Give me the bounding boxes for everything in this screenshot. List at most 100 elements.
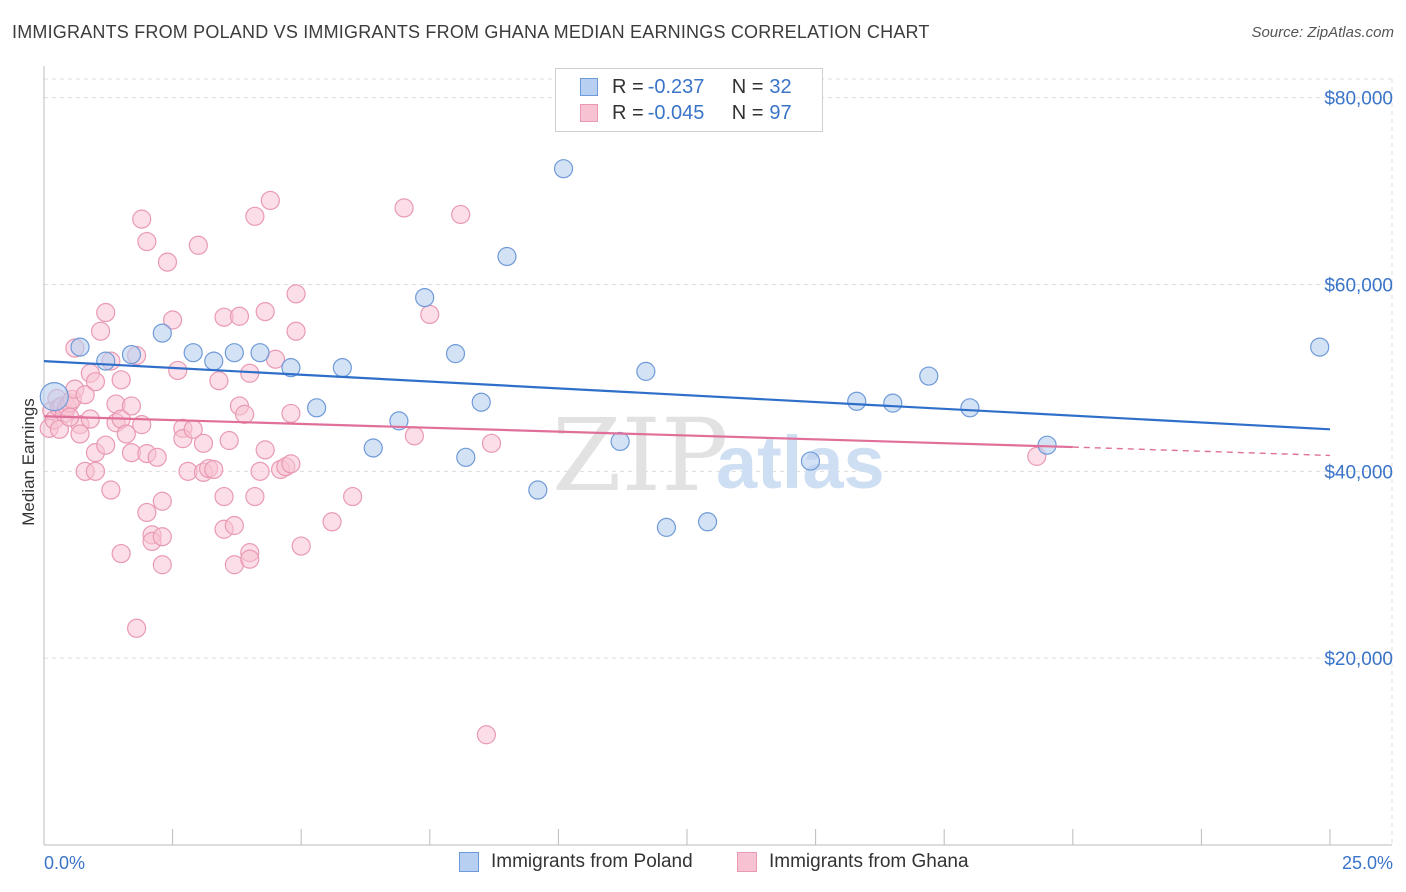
bottom-poland-label: Immigrants from Poland (491, 851, 693, 872)
poland-point (960, 398, 980, 418)
poland-point (1310, 337, 1330, 357)
ghana-point (137, 502, 157, 523)
poland-point (697, 512, 718, 532)
ghana-point (255, 302, 275, 322)
axis-labels: $20,000 $40,000 $60,000 $80,000 0.0% 25.0% Med… (19, 89, 1393, 873)
ghana-point (85, 372, 106, 392)
y-axis-title: Median Earnings (19, 398, 38, 526)
ghana-point (70, 424, 90, 444)
ghana-point (281, 454, 301, 474)
ghana-point (245, 486, 265, 507)
ghana-point (101, 480, 121, 500)
ghana-n-value: 97 (769, 101, 792, 124)
poland-r-label: R = (612, 75, 644, 98)
poland-point (883, 393, 903, 413)
ghana-point (420, 304, 440, 325)
poland-n-value: 32 (769, 75, 792, 98)
ghana-point (111, 370, 131, 390)
ghana-point (394, 198, 414, 218)
y-tick-label: $60,000 (1324, 276, 1393, 297)
poland-point (445, 344, 466, 364)
poland-points (39, 159, 1330, 537)
y-tick-label: $40,000 (1324, 462, 1393, 483)
poland-n-label: N = (731, 75, 764, 98)
ghana-trend-extension (1072, 446, 1331, 457)
poland-point (528, 480, 548, 500)
poland-point (636, 361, 656, 381)
poland-point (847, 391, 867, 411)
ghana-point (152, 527, 172, 547)
ghana-point (193, 433, 214, 453)
poland-point (456, 447, 476, 467)
correlation-legend: R = -0.237 N = 32 R = -0.045 N = 97 (555, 68, 823, 132)
poland-point (183, 343, 203, 363)
bottom-poland-swatch (459, 852, 479, 872)
ghana-point (111, 543, 131, 564)
ghana-points (39, 190, 1047, 745)
bottom-ghana-label: Immigrants from Ghana (769, 851, 969, 872)
ghana-point (209, 371, 229, 391)
poland-trend-line (43, 360, 1331, 431)
poland-point (415, 287, 435, 308)
ghana-point (188, 235, 208, 255)
watermark-zip: ZIP (552, 397, 728, 514)
ghana-point (219, 430, 239, 451)
ghana-point (245, 206, 265, 226)
ghana-point (286, 284, 306, 304)
ghana-point (152, 491, 172, 511)
poland-point (553, 159, 574, 179)
ghana-point (255, 440, 275, 460)
ghana-point (229, 306, 250, 326)
bottom-legend-ghana: Immigrants from Ghana (737, 851, 969, 873)
ghana-point (322, 512, 342, 532)
ghana-point (163, 310, 183, 330)
poland-point (39, 382, 69, 412)
poland-point (919, 366, 939, 386)
poland-point (96, 351, 116, 371)
ghana-point (286, 321, 306, 341)
poland-point (307, 398, 327, 418)
poland-point (204, 351, 224, 371)
poland-point (70, 337, 90, 357)
x-tick-label-max: 25.0% (1342, 853, 1393, 873)
ghana-point (404, 426, 424, 446)
ghana-point (147, 447, 167, 467)
ghana-swatch (580, 104, 598, 122)
poland-point (332, 358, 352, 378)
ghana-r-value: -0.045 (647, 101, 705, 124)
poland-point (152, 323, 172, 343)
ghana-point (291, 536, 311, 556)
ghana-point (168, 360, 188, 381)
ghana-point (481, 433, 502, 453)
poland-point (224, 343, 244, 363)
bottom-ghana-swatch (737, 852, 757, 872)
ghana-point (137, 231, 157, 252)
poland-point (800, 451, 821, 471)
poland-point (610, 431, 630, 452)
poland-point (250, 343, 270, 363)
poland-point (363, 438, 383, 458)
ghana-point (235, 404, 255, 424)
ghana-trend-line (43, 415, 1073, 449)
ghana-point (281, 403, 301, 424)
bottom-legend-poland: Immigrants from Poland (459, 851, 693, 873)
poland-point (281, 358, 301, 378)
ghana-point (121, 396, 142, 416)
trend-lines (43, 360, 1331, 457)
ghana-point (85, 461, 106, 481)
legend-row-poland: R = -0.237 N = 32 (580, 74, 792, 100)
watermark: ZIP atlas (552, 397, 885, 514)
ghana-n-label: N = (731, 101, 764, 124)
ghana-point (75, 385, 95, 405)
source-label: Source: ZipAtlas.com (1251, 24, 1394, 41)
ghana-point (90, 321, 111, 341)
ghana-point (80, 409, 100, 429)
y-tick-label: $20,000 (1324, 649, 1393, 670)
poland-point (656, 517, 677, 537)
ghana-point (96, 302, 116, 323)
ghana-point (96, 435, 116, 455)
ghana-point (157, 252, 178, 272)
ghana-point (476, 725, 496, 745)
poland-r-value: -0.237 (647, 75, 705, 98)
